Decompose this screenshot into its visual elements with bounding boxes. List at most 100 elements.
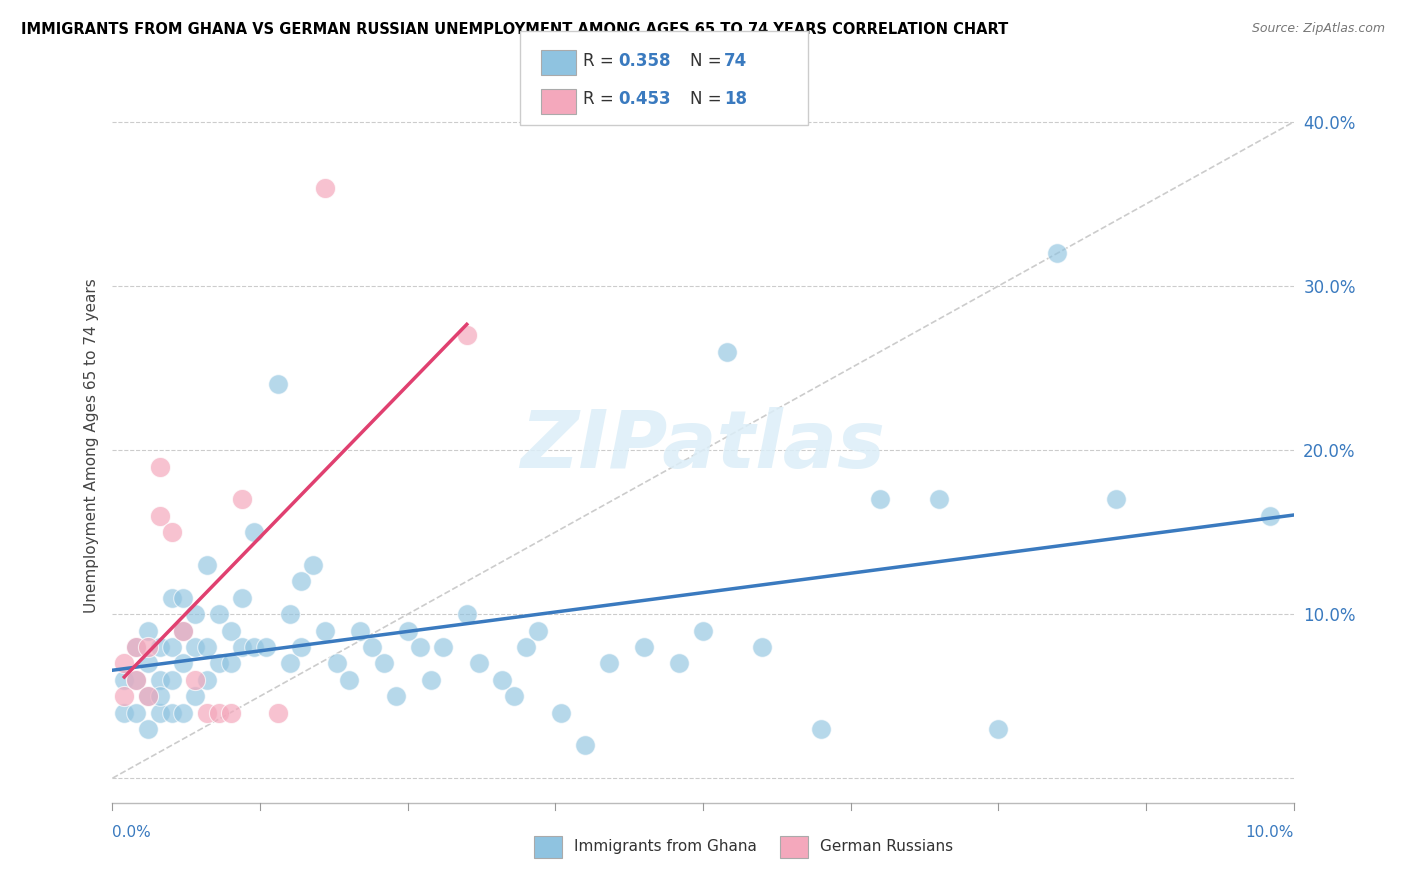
Point	[136, 640, 159, 654]
Point	[1258, 508, 1281, 523]
Point	[172, 657, 194, 671]
Point	[1046, 246, 1069, 260]
Point	[136, 722, 159, 736]
Point	[112, 657, 135, 671]
Point	[184, 689, 207, 703]
Point	[231, 591, 253, 605]
Point	[172, 591, 194, 605]
Point	[420, 673, 443, 687]
Point	[349, 624, 371, 638]
Point	[278, 607, 301, 622]
Point	[267, 706, 290, 720]
Point	[550, 706, 572, 720]
Point	[574, 739, 596, 753]
Point	[149, 640, 172, 654]
Point	[231, 640, 253, 654]
Point	[385, 689, 408, 703]
Point	[136, 689, 159, 703]
Text: N =: N =	[690, 52, 727, 70]
Point	[668, 657, 690, 671]
Text: R =: R =	[583, 90, 620, 108]
Point	[136, 689, 159, 703]
Point	[208, 607, 231, 622]
Point	[195, 706, 218, 720]
Text: 10.0%: 10.0%	[1246, 825, 1294, 840]
Point	[302, 558, 325, 572]
Point	[243, 525, 266, 540]
Point	[515, 640, 537, 654]
Point	[987, 722, 1010, 736]
Text: Immigrants from Ghana: Immigrants from Ghana	[574, 839, 756, 855]
Point	[125, 640, 148, 654]
Point	[456, 328, 478, 343]
Point	[633, 640, 655, 654]
Point	[692, 624, 714, 638]
Point	[125, 673, 148, 687]
Point	[195, 673, 218, 687]
Point	[290, 640, 312, 654]
Point	[243, 640, 266, 654]
Point	[503, 689, 526, 703]
Point	[136, 657, 159, 671]
Point	[432, 640, 454, 654]
Point	[467, 657, 489, 671]
Point	[314, 624, 336, 638]
Text: 18: 18	[724, 90, 747, 108]
Point	[112, 689, 135, 703]
Point	[160, 525, 183, 540]
Point	[160, 706, 183, 720]
Point	[184, 607, 207, 622]
Text: ZIPatlas: ZIPatlas	[520, 407, 886, 485]
Point	[456, 607, 478, 622]
Text: R =: R =	[583, 52, 620, 70]
Point	[125, 640, 148, 654]
Text: N =: N =	[690, 90, 727, 108]
Point	[160, 673, 183, 687]
Text: 0.0%: 0.0%	[112, 825, 152, 840]
Point	[373, 657, 395, 671]
Point	[149, 689, 172, 703]
Point	[267, 377, 290, 392]
Point	[160, 640, 183, 654]
Text: IMMIGRANTS FROM GHANA VS GERMAN RUSSIAN UNEMPLOYMENT AMONG AGES 65 TO 74 YEARS C: IMMIGRANTS FROM GHANA VS GERMAN RUSSIAN …	[21, 22, 1008, 37]
Point	[219, 657, 242, 671]
Point	[361, 640, 384, 654]
Point	[337, 673, 360, 687]
Point	[149, 673, 172, 687]
Point	[112, 673, 135, 687]
Y-axis label: Unemployment Among Ages 65 to 74 years: Unemployment Among Ages 65 to 74 years	[83, 278, 98, 614]
Point	[526, 624, 548, 638]
Point	[160, 591, 183, 605]
Point	[195, 640, 218, 654]
Point	[208, 657, 231, 671]
Point	[149, 508, 172, 523]
Point	[172, 624, 194, 638]
Text: German Russians: German Russians	[820, 839, 953, 855]
Point	[491, 673, 513, 687]
Point	[751, 640, 773, 654]
Point	[125, 673, 148, 687]
Text: 0.453: 0.453	[619, 90, 671, 108]
Point	[278, 657, 301, 671]
Point	[184, 673, 207, 687]
Text: 74: 74	[724, 52, 748, 70]
Point	[195, 558, 218, 572]
Point	[149, 459, 172, 474]
Point	[172, 624, 194, 638]
Text: 0.358: 0.358	[619, 52, 671, 70]
Point	[314, 180, 336, 194]
Point	[208, 706, 231, 720]
Point	[810, 722, 832, 736]
Point	[928, 492, 950, 507]
Point	[172, 706, 194, 720]
Point	[326, 657, 349, 671]
Point	[149, 706, 172, 720]
Point	[1105, 492, 1128, 507]
Point	[716, 344, 738, 359]
Point	[231, 492, 253, 507]
Point	[290, 574, 312, 589]
Point	[136, 624, 159, 638]
Point	[396, 624, 419, 638]
Point	[254, 640, 277, 654]
Point	[219, 624, 242, 638]
